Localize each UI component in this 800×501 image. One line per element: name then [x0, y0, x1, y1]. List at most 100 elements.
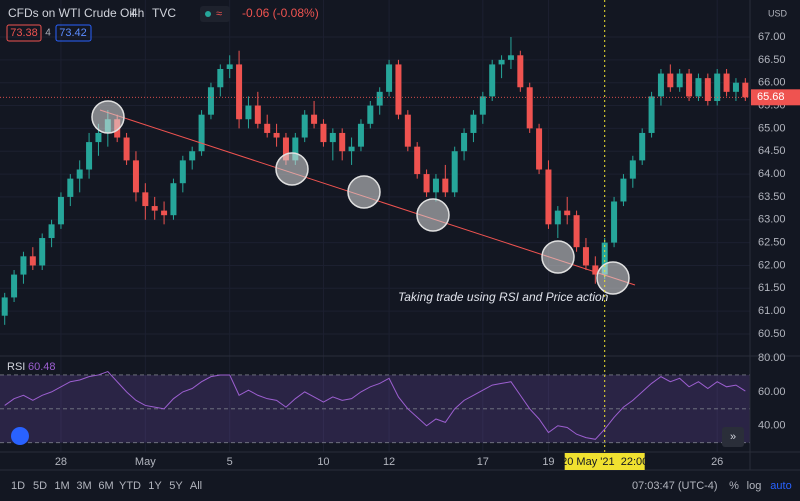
- candle-body: [695, 78, 702, 97]
- candle-body: [264, 123, 271, 133]
- candle-body: [432, 178, 439, 193]
- percent-toggle[interactable]: %: [729, 480, 739, 492]
- candle-body: [48, 224, 55, 239]
- candle-body: [517, 55, 524, 88]
- log-toggle[interactable]: log: [747, 480, 762, 492]
- candle-body: [657, 73, 664, 97]
- candle-body: [226, 64, 233, 69]
- y-tick-label: 62.50: [758, 237, 786, 249]
- range-button[interactable]: 3M: [76, 480, 91, 492]
- annotation: Taking trade using RSI and Price action: [398, 290, 609, 304]
- candle-body: [179, 160, 186, 184]
- range-button[interactable]: 6M: [98, 480, 113, 492]
- candle-body: [254, 105, 261, 124]
- range-button[interactable]: 1D: [11, 480, 25, 492]
- candle-body: [461, 132, 468, 152]
- candle-body: [245, 105, 252, 120]
- rsi-name: RSI: [7, 361, 25, 373]
- range-button[interactable]: 1Y: [148, 480, 162, 492]
- candle-body: [161, 210, 168, 216]
- marks: [0, 37, 750, 444]
- candle-body: [339, 132, 346, 152]
- candle-body: [170, 183, 177, 216]
- crosshair-label-box: [564, 453, 645, 470]
- candle-body: [123, 137, 130, 161]
- candle-body: [282, 137, 289, 161]
- candle-body: [357, 123, 364, 147]
- y-tick-label: 63.50: [758, 191, 786, 203]
- candle-body: [320, 123, 327, 143]
- range-button[interactable]: YTD: [119, 480, 141, 492]
- scroll-icon: »: [730, 431, 736, 443]
- candle-body: [142, 192, 149, 207]
- candle-body: [29, 256, 36, 266]
- logo-button[interactable]: [11, 427, 29, 445]
- candle-body: [367, 105, 374, 124]
- bid-box[interactable]: [6, 24, 42, 42]
- range-button[interactable]: All: [190, 480, 202, 492]
- range-button[interactable]: 5D: [33, 480, 47, 492]
- candle-body: [95, 132, 102, 143]
- status-sign: ≈: [216, 8, 222, 20]
- candle-body: [39, 238, 46, 266]
- candle-body: [404, 114, 411, 147]
- price-label-box: [751, 89, 800, 106]
- candle-body: [564, 210, 571, 216]
- rsi-tick-label: 40.00: [758, 420, 786, 432]
- range-button[interactable]: 5Y: [169, 480, 183, 492]
- candle-body: [86, 142, 93, 170]
- candle-body: [507, 55, 514, 60]
- y-tick-label: 64.00: [758, 168, 786, 180]
- candle-body: [620, 178, 627, 202]
- candle-body: [592, 265, 599, 275]
- candle-body: [301, 114, 308, 138]
- candle-body: [470, 114, 477, 133]
- toolbar: 1D 5D 1M 3M 6M YTD 1Y 5Y All: [11, 480, 202, 492]
- candle-body: [189, 151, 196, 161]
- candle-body: [742, 82, 749, 98]
- candle-body: [207, 87, 214, 115]
- candle-body: [236, 64, 243, 120]
- circle: [347, 175, 381, 209]
- candle-body: [132, 160, 139, 193]
- candle-body: [611, 201, 618, 243]
- candle-body: [601, 242, 608, 275]
- y-tick-label: 61.00: [758, 305, 786, 317]
- candle-body: [676, 73, 683, 88]
- candle-body: [217, 68, 224, 88]
- change: -0.06 (-0.08%): [242, 6, 319, 20]
- candle-body: [723, 73, 730, 92]
- candle-body: [198, 114, 205, 152]
- candle-body: [423, 174, 430, 193]
- candle-body: [292, 137, 299, 161]
- x-tick-label: 10: [317, 456, 329, 468]
- x-tick-label: 17: [477, 456, 489, 468]
- scroll-button[interactable]: [722, 427, 744, 447]
- x-tick-label: 26: [711, 456, 723, 468]
- y-tick-label: 66.00: [758, 77, 786, 89]
- auto-toggle[interactable]: auto: [770, 480, 791, 492]
- y-tick-label: 61.50: [758, 282, 786, 294]
- y-tick-label: 64.50: [758, 145, 786, 157]
- ask-box[interactable]: [55, 24, 92, 42]
- range-button[interactable]: 1M: [54, 480, 69, 492]
- candle-body: [11, 274, 18, 298]
- circles: [91, 100, 630, 295]
- candle-body: [414, 146, 421, 175]
- source: TVC: [152, 6, 176, 20]
- circle: [91, 100, 125, 134]
- y-tick-label: 66.50: [758, 54, 786, 66]
- interval: 4h: [131, 6, 144, 20]
- candle-body: [151, 206, 158, 211]
- candle-body: [451, 151, 458, 193]
- candle-body: [526, 87, 533, 129]
- crosshair-label: 20 May '21 22:00: [561, 456, 648, 468]
- x-tick-label: 12: [383, 456, 395, 468]
- rsi-tick-label: 80.00: [758, 352, 786, 364]
- x-tick-label: 5: [227, 456, 233, 468]
- x-tick-label: May: [135, 456, 156, 468]
- clock: 07:03:47 (UTC-4): [632, 480, 718, 492]
- rsi-line: [4, 370, 746, 440]
- y-tick-label: 62.00: [758, 259, 786, 271]
